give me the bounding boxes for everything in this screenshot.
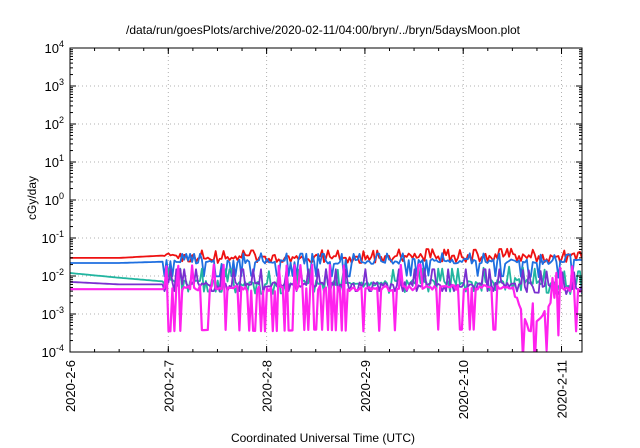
- y-tick-label: 103: [45, 77, 64, 94]
- chart-title: /data/run/goesPlots/archive/2020-02-11/0…: [126, 23, 521, 37]
- y-tick-label: 100: [45, 191, 64, 208]
- y-tick-label: 10-1: [42, 229, 64, 246]
- y-tick-label: 102: [45, 115, 64, 132]
- y-tick-label: 104: [45, 39, 64, 56]
- y-axis-label: cGy/day: [25, 176, 39, 220]
- x-tick-label: 2020-2-6: [63, 360, 78, 412]
- series-line-2: [70, 252, 582, 279]
- y-tick-label: 10-3: [42, 305, 64, 322]
- y-tick-label: 10-4: [42, 343, 64, 360]
- x-axis-label: Coordinated Universal Time (UTC): [231, 431, 415, 445]
- axes: 10-4 10-3 10-2 10-1 100 101 102 103 104 2020-2-6 2…: [42, 39, 583, 419]
- x-tick-label: 2020-2-8: [260, 360, 275, 412]
- y-tick-label: 10-2: [42, 267, 64, 284]
- x-tick-label: 2020-2-11: [555, 360, 570, 418]
- y-tick-label: 101: [45, 153, 64, 170]
- series-line-5: [70, 263, 582, 352]
- x-tick-label: 2020-2-9: [358, 360, 373, 412]
- x-tick-label: 2020-2-7: [161, 360, 176, 412]
- x-tick-label: 2020-2-10: [456, 360, 471, 419]
- plot-frame: [69, 47, 583, 353]
- series-layer: [70, 247, 582, 352]
